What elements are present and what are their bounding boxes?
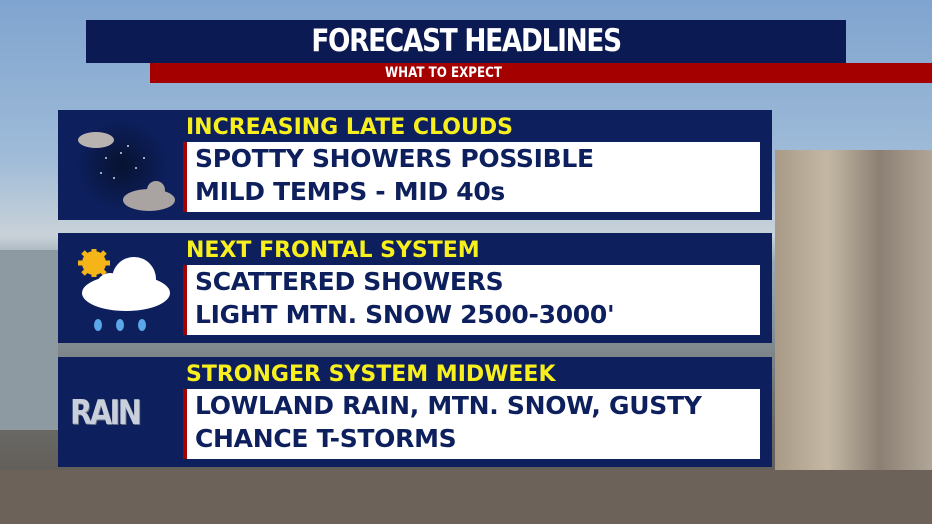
- detail-line: LIGHT MTN. SNOW 2500-3000': [195, 300, 615, 329]
- rain-icon: RAIN: [66, 365, 178, 459]
- detail-line: LOWLAND RAIN, MTN. SNOW, GUSTY: [195, 391, 702, 420]
- subtitle-bar: WHAT TO EXPECT: [150, 63, 932, 83]
- city-background-low: [0, 470, 932, 524]
- detail-line: MILD TEMPS - MID 40s: [195, 177, 505, 206]
- detail-line: SPOTTY SHOWERS POSSIBLE: [195, 144, 594, 173]
- headline-panel-1: INCREASING LATE CLOUDS SPOTTY SHOWERS PO…: [58, 110, 772, 220]
- sun-cloud-rain-icon: [66, 241, 178, 335]
- city-background: [775, 150, 932, 524]
- panel-details: LOWLAND RAIN, MTN. SNOW, GUSTY CHANCE T-…: [183, 389, 760, 459]
- panel-heading: NEXT FRONTAL SYSTEM: [186, 238, 480, 263]
- water-background: [0, 250, 58, 430]
- detail-line: SCATTERED SHOWERS: [195, 267, 504, 296]
- page-title: FORECAST HEADLINES: [311, 23, 622, 59]
- panel-details: SPOTTY SHOWERS POSSIBLE MILD TEMPS - MID…: [183, 142, 760, 212]
- headline-panel-2: NEXT FRONTAL SYSTEM SCATTERED SHOWERS LI…: [58, 233, 772, 343]
- rain-icon-text: RAIN: [70, 393, 142, 433]
- detail-line: CHANCE T-STORMS: [195, 424, 457, 453]
- headline-panel-3: RAIN STRONGER SYSTEM MIDWEEK LOWLAND RAI…: [58, 357, 772, 467]
- panel-heading: INCREASING LATE CLOUDS: [186, 115, 513, 140]
- panel-heading: STRONGER SYSTEM MIDWEEK: [186, 362, 556, 387]
- night-clouds-icon: [66, 118, 178, 212]
- panel-details: SCATTERED SHOWERS LIGHT MTN. SNOW 2500-3…: [183, 265, 760, 335]
- title-bar: FORECAST HEADLINES: [86, 20, 846, 63]
- page-subtitle: WHAT TO EXPECT: [385, 65, 503, 81]
